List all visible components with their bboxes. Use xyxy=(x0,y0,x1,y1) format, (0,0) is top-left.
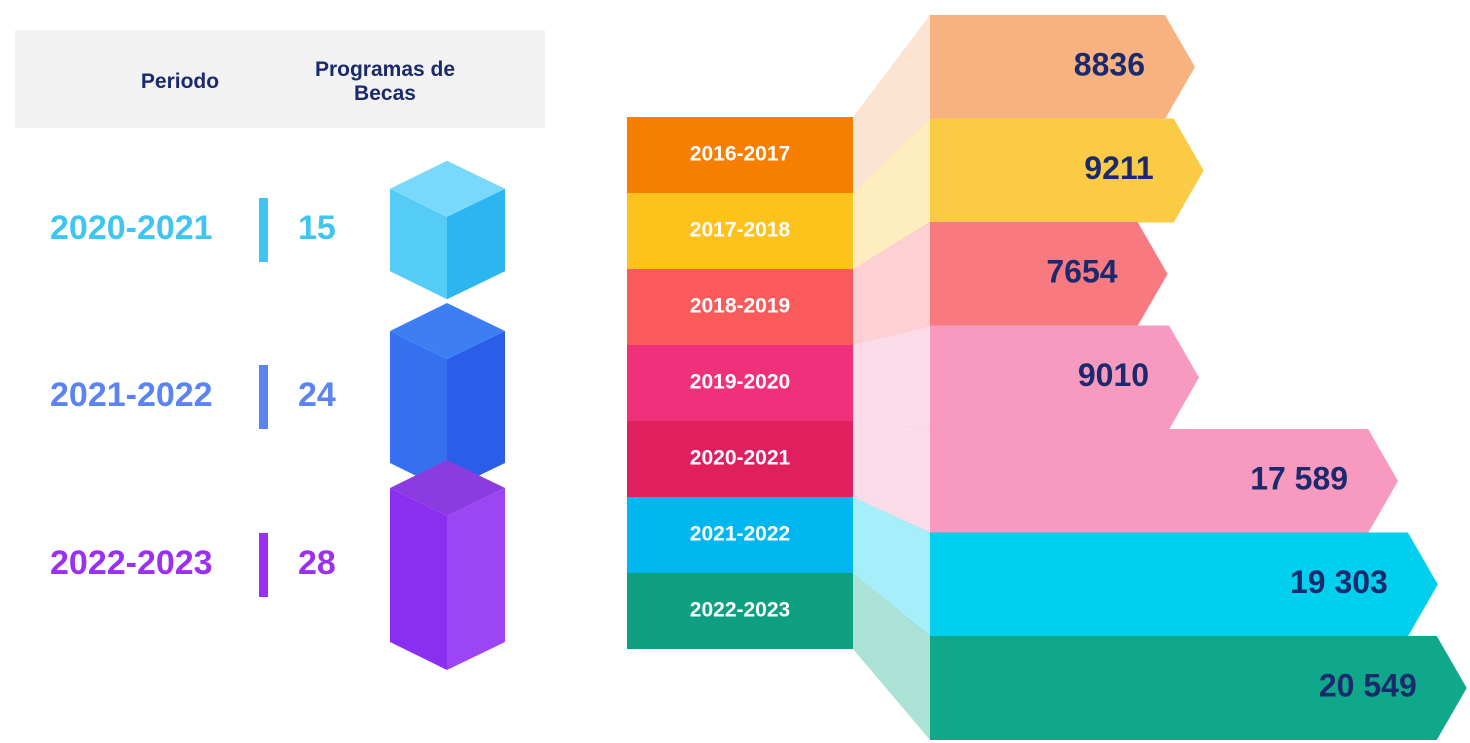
period-label: 2019-2020 xyxy=(690,371,790,394)
connector xyxy=(853,573,930,740)
header-programs: Programas de Becas xyxy=(314,58,456,105)
cube-face xyxy=(390,303,505,359)
cube-face xyxy=(390,488,447,670)
cube-face xyxy=(447,331,505,491)
period-box xyxy=(627,345,853,421)
cube-face xyxy=(447,488,505,670)
value-label: 9211 xyxy=(1084,150,1153,186)
cube-face xyxy=(390,460,505,516)
connector xyxy=(853,497,930,637)
value-label: 17 589 xyxy=(1250,460,1348,496)
value-label: 8836 xyxy=(1074,46,1145,82)
period-label: 2020-2021 xyxy=(690,447,791,470)
divider xyxy=(259,533,268,597)
period-label: 2022-2023 xyxy=(690,599,790,622)
period-box xyxy=(627,117,853,193)
period-box xyxy=(627,573,853,649)
period-label: 2017-2018 xyxy=(690,219,791,242)
cube xyxy=(390,160,505,300)
header-band xyxy=(15,30,545,128)
arrow-bar xyxy=(930,429,1399,533)
connector xyxy=(853,222,930,345)
program-count: 15 xyxy=(298,209,336,247)
period-box xyxy=(627,497,853,573)
period-label: 2021-2022 xyxy=(690,523,790,546)
period-box xyxy=(627,193,853,269)
connector xyxy=(853,421,930,533)
connector xyxy=(853,118,930,269)
period-label: 2016-2017 xyxy=(690,143,790,166)
period-label: 2020-2021 xyxy=(50,209,213,247)
value-label: 20 549 xyxy=(1319,667,1417,703)
divider xyxy=(259,198,268,262)
period-box xyxy=(627,421,853,497)
period-label: 2022-2023 xyxy=(50,544,213,582)
arrow-bar xyxy=(930,118,1204,223)
value-label: 7654 xyxy=(1046,253,1117,289)
period-label: 2018-2019 xyxy=(690,295,790,318)
period-box xyxy=(627,269,853,345)
program-count: 28 xyxy=(298,544,336,582)
connector xyxy=(853,15,930,193)
value-label: 19 303 xyxy=(1290,564,1388,600)
arrow-bar xyxy=(930,15,1195,119)
value-label: 9010 xyxy=(1078,357,1149,393)
cube-face xyxy=(390,160,505,217)
divider xyxy=(259,365,268,429)
cube-face xyxy=(447,188,505,300)
arrow-bar xyxy=(930,532,1438,637)
header-period: Periodo xyxy=(140,70,220,93)
cube-face xyxy=(390,188,447,300)
arrow-bar xyxy=(930,636,1467,740)
arrow-bar xyxy=(930,325,1200,430)
cube xyxy=(390,303,505,491)
program-count: 24 xyxy=(298,376,336,414)
cube xyxy=(390,460,505,670)
period-label: 2021-2022 xyxy=(50,376,213,414)
cube-face xyxy=(390,331,447,491)
connector xyxy=(853,325,930,430)
arrow-bar xyxy=(930,222,1168,326)
